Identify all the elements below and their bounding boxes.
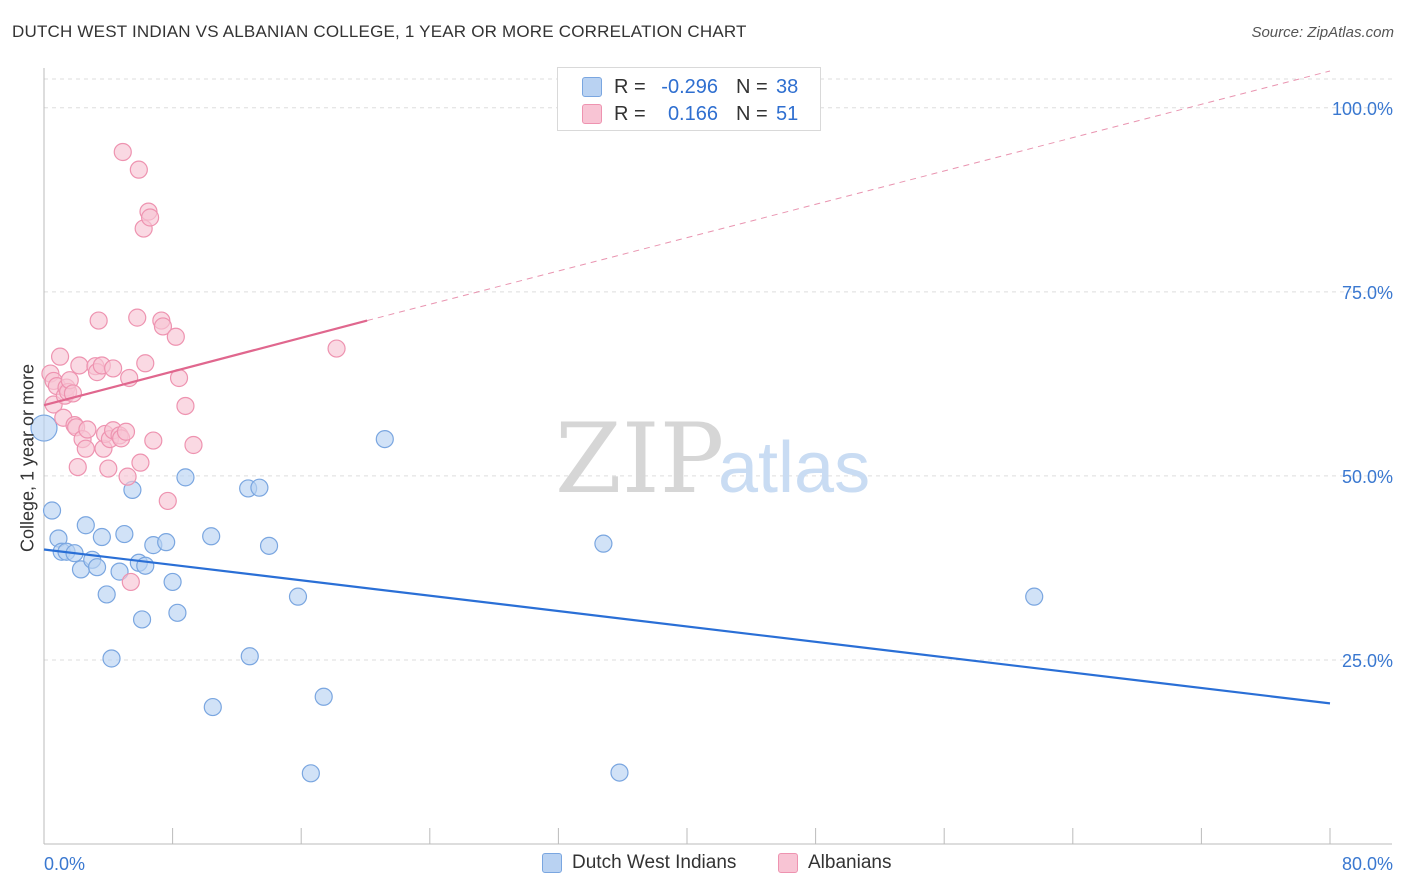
albanian-point xyxy=(50,347,70,366)
dutch-west-indian-point xyxy=(202,527,221,546)
albanian-point xyxy=(144,431,163,450)
x-tick-label-min: 0.0% xyxy=(44,854,85,874)
legend-n-label: N = xyxy=(736,75,768,98)
dutch-west-indian-point xyxy=(1025,587,1044,606)
dutch-west-indian-point xyxy=(30,414,58,442)
dutch-west-indian-point xyxy=(97,585,116,604)
dutch-west-indian-point xyxy=(250,478,269,497)
albanian-point xyxy=(158,491,177,511)
dutch-west-indian-point xyxy=(115,524,134,544)
y-tick-label: 75.0% xyxy=(1342,283,1393,303)
dutch-west-indian-point xyxy=(136,556,155,575)
albanian-trendline xyxy=(43,319,368,407)
legend-n-label: N = xyxy=(736,102,768,125)
bottom-legend-albanians[interactable]: Albanians xyxy=(778,852,891,874)
albanian-point xyxy=(118,467,137,486)
albanian-point xyxy=(76,439,95,458)
legend-r-label: R = xyxy=(614,102,646,125)
bottom-legend-dutch-west-indians[interactable]: Dutch West Indians xyxy=(542,852,736,874)
y-tick-label: 25.0% xyxy=(1342,651,1393,671)
albanian-point xyxy=(184,435,203,455)
albanian-point xyxy=(113,142,132,162)
source-label: Source: ZipAtlas.com xyxy=(1251,24,1394,41)
albanian-point xyxy=(136,354,155,373)
albanian-point xyxy=(140,208,160,227)
legend-r-value: -0.296 xyxy=(661,75,718,98)
legend-row-dutch-west-indians: R = -0.296 N = 38 xyxy=(582,74,798,100)
albanian-point xyxy=(104,359,123,378)
dutch-west-indian-point xyxy=(87,558,107,577)
y-tick-label: 100.0% xyxy=(1332,99,1393,119)
albanian-point xyxy=(166,327,185,346)
dutch-west-indian-point xyxy=(157,533,176,552)
dutch-west-indian-point xyxy=(610,763,629,782)
dutch-west-indian-trendline xyxy=(43,548,1331,705)
albanian-point xyxy=(153,317,173,336)
albanian-trendline-extension xyxy=(366,70,1331,322)
watermark-atlas: atlas xyxy=(718,428,870,508)
dutch-west-indian-point xyxy=(76,516,95,535)
dutch-west-indian-point xyxy=(375,429,394,449)
albanian-point xyxy=(131,453,150,472)
dutch-west-indian-point xyxy=(203,697,222,717)
legend-row-albanians: R = 0.166 N = 51 xyxy=(582,101,798,127)
legend-r-label: R = xyxy=(614,75,646,98)
albanian-point xyxy=(70,356,89,375)
bottom-legend-label: Albanians xyxy=(808,852,892,873)
dutch-west-indian-point xyxy=(110,562,129,581)
legend-n-value: 51 xyxy=(776,102,799,125)
y-axis-label: College, 1 year or more xyxy=(17,363,38,553)
y-tick-label: 50.0% xyxy=(1342,467,1393,487)
albanian-point xyxy=(99,459,118,478)
dutch-west-indian-point xyxy=(168,603,187,622)
albanian-point xyxy=(78,420,97,439)
albanian-point xyxy=(176,396,195,416)
dutch-west-indian-point xyxy=(42,501,62,520)
dutch-west-indian-point xyxy=(594,534,613,553)
albanian-point xyxy=(128,308,147,327)
dutch-west-indian-point xyxy=(176,468,195,487)
dutch-west-indian-point xyxy=(314,687,333,706)
albanian-point xyxy=(327,339,346,358)
legend-swatch-pink xyxy=(582,104,602,124)
dutch-west-indian-point xyxy=(92,527,111,547)
bottom-legend-swatch-pink xyxy=(778,853,798,873)
x-tick-label-max: 80.0% xyxy=(1342,854,1393,874)
dutch-west-indian-point xyxy=(301,764,320,783)
dutch-west-indian-point xyxy=(102,649,121,668)
stats-legend: R = -0.296 N = 38 R = 0.166 N = 51 xyxy=(557,67,821,131)
dutch-west-indian-point xyxy=(163,572,182,592)
albanian-point xyxy=(89,311,108,330)
legend-n-value: 38 xyxy=(776,75,799,98)
albanian-point xyxy=(129,160,148,179)
legend-r-value: 0.166 xyxy=(667,102,718,125)
dutch-west-indian-point xyxy=(132,610,152,629)
watermark-zip: ZIP xyxy=(555,403,724,515)
albanian-point xyxy=(121,572,140,592)
dutch-west-indian-point xyxy=(240,647,259,666)
bottom-legend-label: Dutch West Indians xyxy=(572,852,737,873)
albanian-point xyxy=(116,422,136,441)
legend-swatch-blue xyxy=(582,77,602,97)
bottom-legend-swatch-blue xyxy=(542,853,562,873)
chart-title: DUTCH WEST INDIAN VS ALBANIAN COLLEGE, 1… xyxy=(12,22,747,41)
dutch-west-indian-point xyxy=(259,536,279,555)
albanian-point xyxy=(68,457,87,477)
dutch-west-indian-point xyxy=(288,587,308,606)
